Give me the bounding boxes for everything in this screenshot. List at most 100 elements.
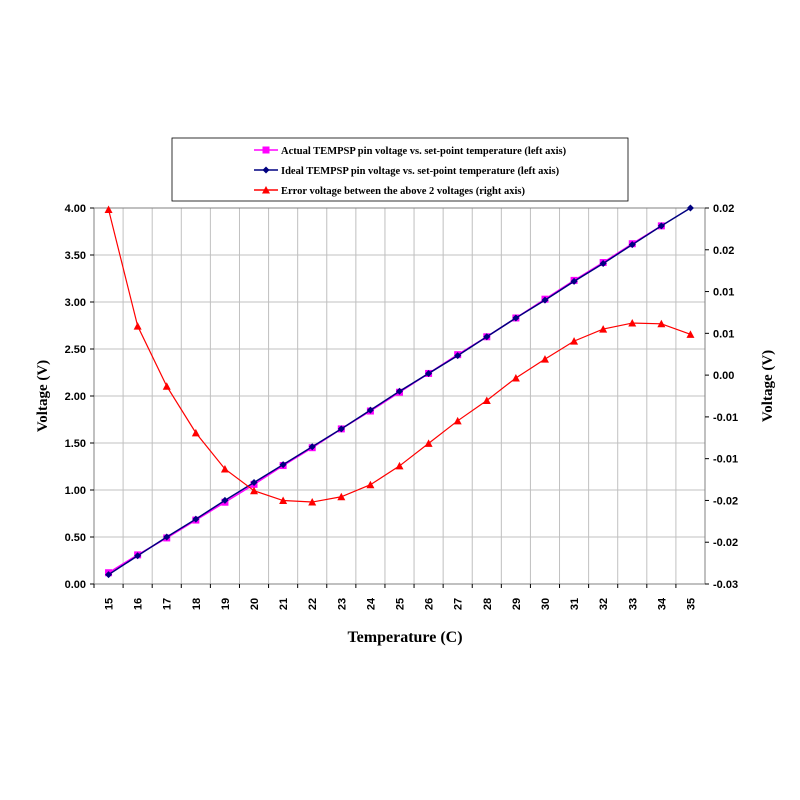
- legend-label-2: Ideal TEMPSP pin voltage vs. set-point t…: [281, 166, 560, 177]
- x-tick-label: 35: [685, 598, 697, 610]
- series-2-point: [483, 333, 491, 341]
- right-tick-label: -0.02: [713, 537, 738, 549]
- x-tick-label: 18: [191, 598, 203, 610]
- series-2-point: [221, 496, 229, 504]
- series-3-point: [599, 325, 608, 333]
- right-tick-label: -0.01: [713, 412, 738, 424]
- x-tick-label: 32: [598, 598, 610, 610]
- left-tick-label: 1.00: [65, 485, 86, 497]
- series-2-point: [512, 314, 520, 322]
- right-tick-label: -0.03: [713, 579, 738, 591]
- series-2-point: [686, 204, 694, 212]
- right-tick-label: 0.01: [713, 287, 734, 299]
- series-3-point: [482, 396, 491, 405]
- series-2-point: [134, 552, 142, 560]
- series-2-point: [657, 222, 665, 230]
- left-axis-title: Voltage (V): [35, 360, 51, 432]
- series-1-line: [108, 225, 662, 574]
- x-tick-label: 28: [482, 598, 494, 610]
- left-tick-label: 1.50: [65, 438, 86, 450]
- x-tick-label: 30: [540, 598, 552, 610]
- x-tick-label: 17: [162, 598, 174, 610]
- series-3-point: [191, 428, 200, 437]
- series-2-point: [308, 443, 316, 451]
- right-axis-title: Voltage (V): [760, 350, 776, 422]
- x-tick-label: 26: [424, 598, 436, 610]
- x-tick-label: 23: [336, 598, 348, 610]
- left-tick-label: 2.50: [65, 344, 86, 356]
- series-3-point: [279, 496, 288, 505]
- x-tick-label: 27: [453, 598, 465, 610]
- series-3-point: [570, 337, 579, 345]
- right-tick-label: -0.01: [713, 454, 738, 466]
- series-2-point: [570, 277, 578, 285]
- x-tick-label: 31: [569, 598, 581, 610]
- left-tick-label: 2.00: [65, 391, 86, 403]
- right-axis-ticks: -0.03 -0.02 -0.02 -0.01 -0.01 0.00 0.01 0.01 0.0…: [705, 203, 738, 591]
- series-3-point: [337, 492, 346, 501]
- series-3-point: [366, 480, 375, 489]
- series-2-point: [628, 241, 636, 249]
- left-tick-label: 0.00: [65, 579, 86, 591]
- left-axis-ticks: 0.00 0.50 1.00 1.50 2.00 2.50 3.00 3.50 4.00: [65, 203, 94, 591]
- series-3-point: [250, 486, 259, 495]
- left-tick-label: 3.50: [65, 250, 86, 262]
- left-tick-label: 0.50: [65, 532, 86, 544]
- x-tick-label: 19: [220, 598, 232, 610]
- x-tick-label: 21: [278, 598, 290, 610]
- left-tick-label: 3.00: [65, 297, 86, 309]
- series-3-point: [628, 319, 637, 327]
- legend-marker-1: [262, 146, 270, 154]
- series-2-point: [163, 533, 171, 541]
- x-axis-title: Temperature (C): [347, 629, 462, 646]
- legend-marker-2: [262, 166, 270, 174]
- series-3-point: [686, 330, 695, 338]
- x-tick-label: 16: [133, 598, 145, 610]
- series-2-point: [366, 406, 374, 414]
- series-3-point: [104, 205, 113, 214]
- x-tick-label: 20: [249, 598, 261, 610]
- series-2-point: [599, 259, 607, 267]
- series-3-point: [220, 464, 229, 473]
- series-3-point: [540, 355, 549, 363]
- right-tick-label: 0.00: [713, 370, 734, 382]
- series-layer: [104, 204, 695, 579]
- series-2-point: [250, 478, 258, 486]
- series-2-point: [105, 571, 113, 579]
- series-3-point: [395, 461, 404, 470]
- right-tick-label: 0.02: [713, 203, 734, 215]
- legend-label-3: Error voltage between the above 2 voltag…: [281, 186, 525, 197]
- x-tick-label: 34: [656, 597, 668, 610]
- legend-box: [171, 137, 629, 202]
- legend-label-1: Actual TEMPSP pin voltage vs. set-point …: [281, 146, 567, 157]
- series-2-point: [279, 461, 287, 469]
- series-3-point: [511, 373, 520, 382]
- left-tick-label: 4.00: [65, 203, 86, 215]
- x-axis-ticks: 15 16 17 18 19 20 21 22 23 24 25 26 27 28 29 30 31 32 33 34…: [93, 584, 697, 610]
- grid: [94, 208, 705, 584]
- right-tick-label: 0.02: [713, 245, 734, 257]
- series-3-point: [424, 439, 433, 447]
- series-2-point: [541, 296, 549, 304]
- series-3-point: [308, 498, 317, 506]
- x-tick-label: 24: [365, 597, 377, 610]
- series-3-point: [162, 382, 171, 390]
- x-tick-label: 15: [104, 598, 116, 610]
- x-tick-label: 29: [511, 598, 523, 610]
- x-tick-label: 22: [307, 598, 319, 610]
- series-3-point: [657, 319, 666, 328]
- legend-marker-3: [262, 186, 270, 194]
- series-2-point: [425, 369, 433, 377]
- series-2-point: [454, 352, 462, 360]
- series-3-point: [133, 322, 142, 330]
- right-tick-label: -0.02: [713, 495, 738, 507]
- x-tick-label: 33: [627, 598, 639, 610]
- series-3-point: [453, 416, 462, 425]
- right-tick-label: 0.01: [713, 328, 734, 340]
- series-2-point: [337, 425, 345, 433]
- legend: Actual TEMPSP pin voltage vs. set-point …: [171, 137, 629, 202]
- x-tick-label: 25: [395, 598, 407, 610]
- series-2-point: [396, 387, 403, 395]
- series-2-point: [192, 515, 200, 523]
